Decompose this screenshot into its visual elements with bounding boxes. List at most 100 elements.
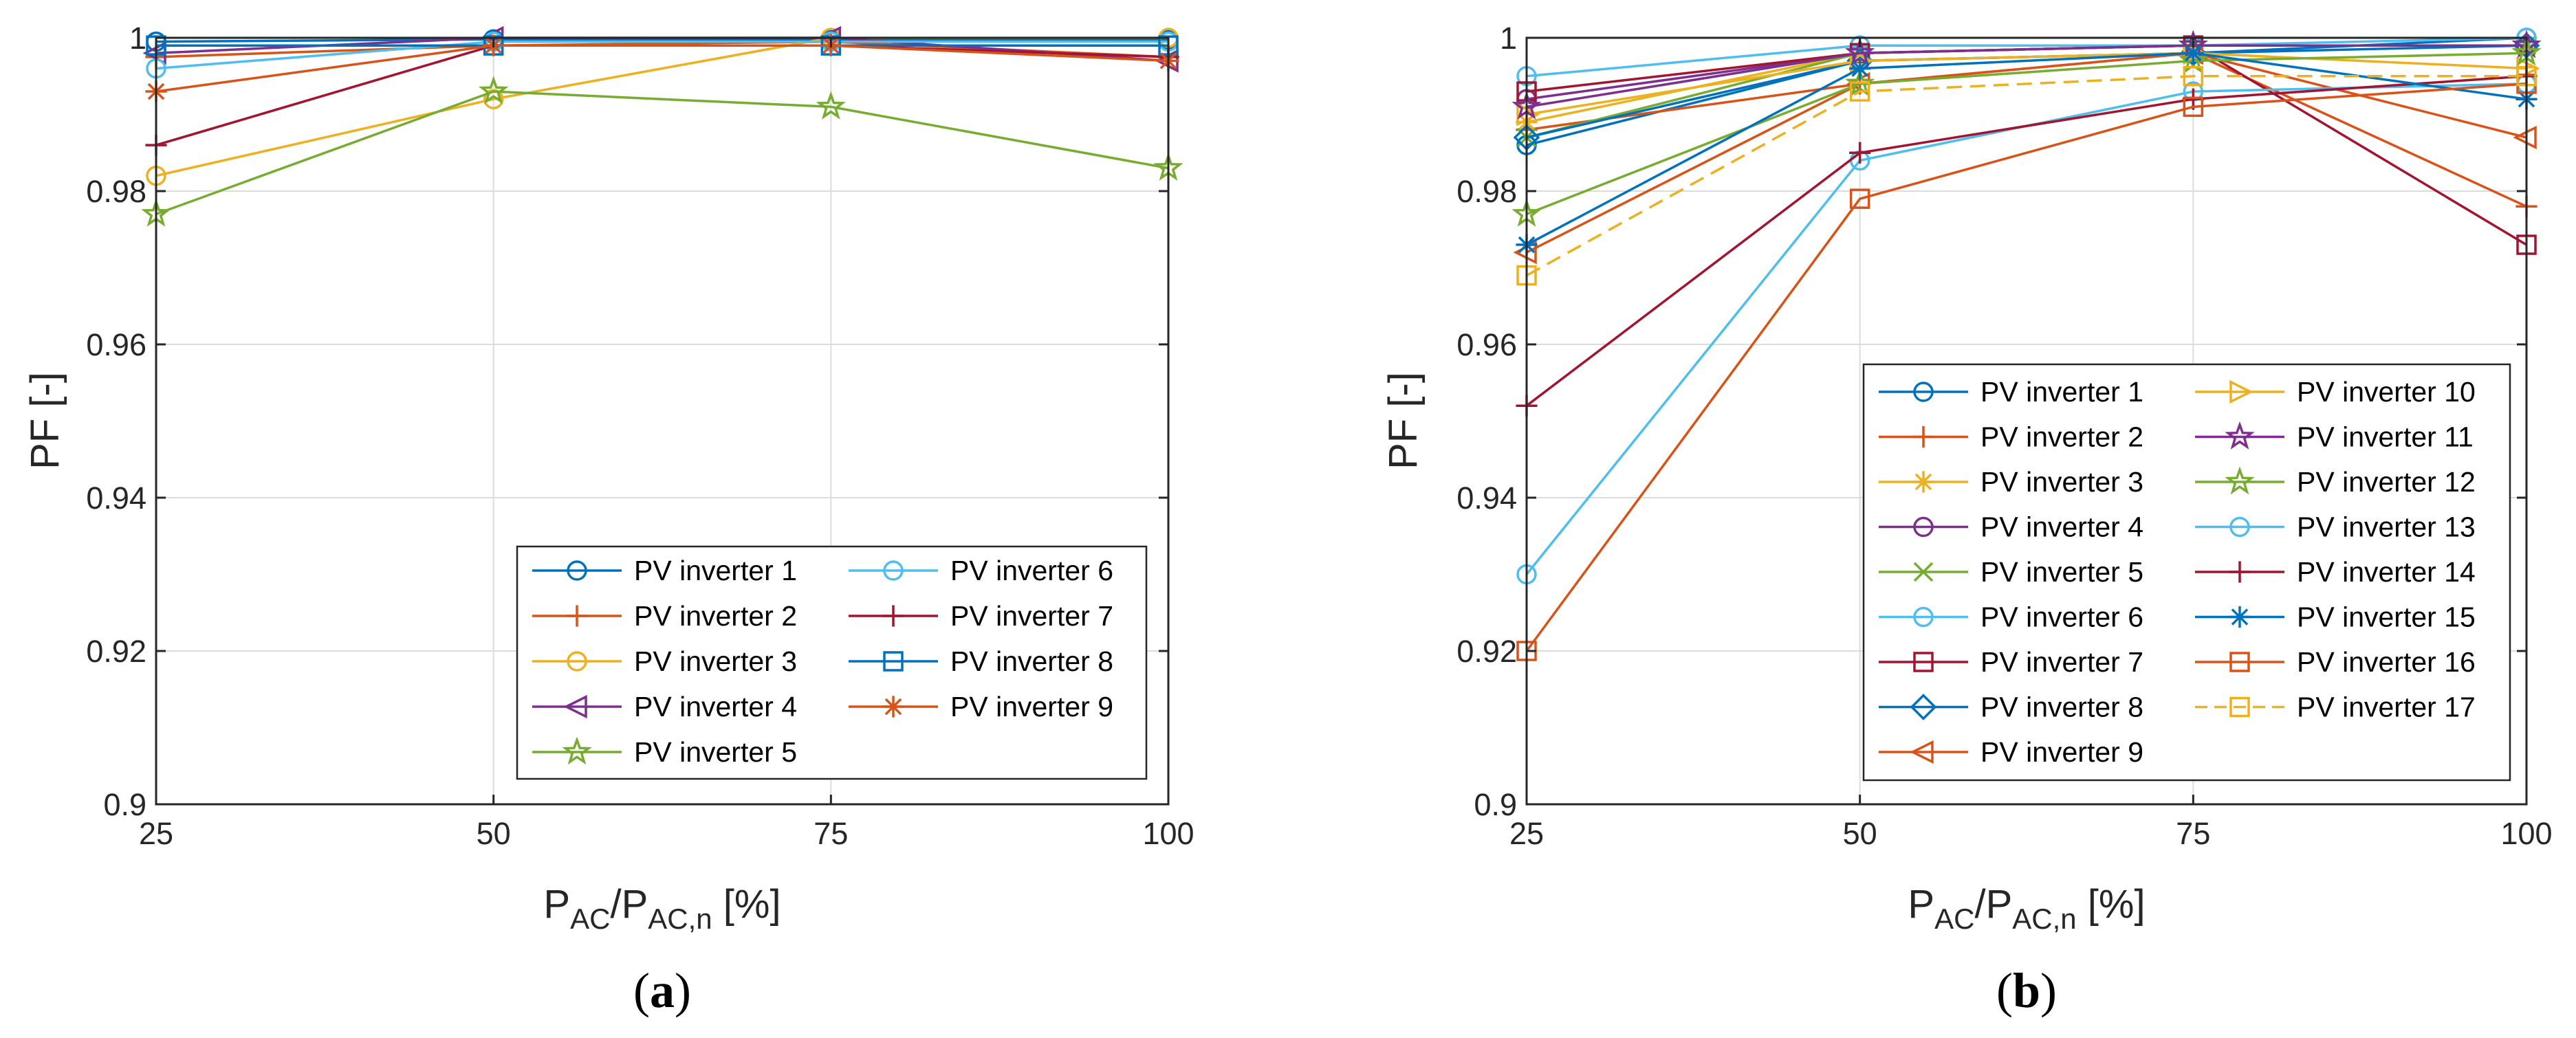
- legend-item: PV inverter 17: [2195, 692, 2476, 723]
- data-point: [2182, 42, 2204, 64]
- legend-item: PV inverter 6: [1879, 601, 2143, 633]
- axes-box-a: [155, 36, 1170, 806]
- legend-item: PV inverter 9: [1879, 736, 2143, 768]
- legend-marker: [883, 651, 904, 672]
- legend-label: PV inverter 2: [1980, 421, 2143, 453]
- legend-label: PV inverter 9: [1980, 736, 2143, 768]
- legend-label: PV inverter 6: [1980, 601, 2143, 633]
- legend-label: PV inverter 4: [634, 691, 797, 722]
- legend-marker: [1912, 471, 1934, 493]
- y-tick-label: 0.9: [103, 787, 146, 822]
- series-line: [1526, 36, 2527, 78]
- data-point: [2183, 96, 2204, 118]
- chart-panel-a: 25 50 75 100 0.9 0.92 0.94 0.96 0.98 1 PF [-] PAC…: [23, 21, 1194, 1018]
- chart-panel-b: 25 50 75 100 0.9 0.92 0.94 0.96 0.98 1 PF [-] PAC…: [1381, 21, 2553, 1018]
- data-point: [2183, 66, 2204, 87]
- legend-marker: [567, 560, 587, 581]
- legend-item: PV inverter 2: [532, 600, 797, 632]
- legend-a: PV inverter 1 PV inverter 2 PV inverter 3 P…: [516, 545, 1148, 780]
- legend-marker: [567, 651, 587, 672]
- legend-marker: [2225, 466, 2255, 495]
- x-tick-label: 50: [477, 816, 511, 851]
- series-line: [155, 38, 1168, 43]
- x-tick-label: 75: [814, 816, 848, 851]
- y-tick-label: 0.98: [1456, 174, 1517, 209]
- data-point: [479, 76, 509, 104]
- series-line: [1525, 82, 2527, 652]
- legend-item: PV inverter 15: [2195, 601, 2476, 633]
- legend-marker: [1913, 382, 1934, 402]
- legend-item: PV inverter 16: [2195, 646, 2476, 678]
- legend-marker: [566, 605, 588, 627]
- legend-box: [516, 545, 1148, 780]
- series-line: [1525, 75, 2527, 407]
- series-line: [155, 90, 1169, 216]
- legend-item: PV inverter 7: [849, 600, 1113, 632]
- x-tick-label: 100: [1142, 816, 1194, 851]
- y-tick-label: 0.92: [1456, 634, 1517, 669]
- legend-item: PV inverter 4: [532, 691, 797, 722]
- legend-marker: [1913, 562, 1934, 582]
- legend-label: PV inverter 15: [2297, 601, 2476, 633]
- legend-marker: [883, 560, 904, 581]
- legend-marker: [1913, 516, 1934, 538]
- legend-label: PV inverter 4: [1980, 511, 2143, 543]
- y-tick-label: 1: [1500, 21, 1517, 56]
- legend-item: PV inverter 1: [532, 555, 797, 586]
- legend-item: PV inverter 7: [1879, 646, 2143, 678]
- series-line: [1526, 75, 2526, 277]
- legend-item: PV inverter 10: [2195, 376, 2476, 408]
- legend-item: PV inverter 11: [2195, 421, 2474, 453]
- legend-label: PV inverter 3: [1980, 466, 2143, 498]
- legend-label: PV inverter 16: [2297, 646, 2476, 678]
- legend-marker: [1910, 740, 1934, 764]
- series-line: [1526, 52, 2527, 216]
- legend-label: PV inverter 14: [2297, 556, 2476, 588]
- y-tick-label: 0.98: [86, 174, 146, 209]
- legend-label: PV inverter 5: [634, 736, 797, 768]
- data-point: [1849, 81, 1870, 102]
- legend-label: PV inverter 7: [950, 600, 1113, 632]
- data-point: [1849, 188, 1870, 209]
- legend-marker: [1913, 652, 1934, 672]
- legend-marker: [2229, 696, 2250, 718]
- x-axis-label-b: PAC/PAC,n [%]: [1908, 882, 2145, 935]
- legend-marker: [882, 605, 904, 627]
- legend-marker: [563, 694, 587, 719]
- legend-label: PV inverter 12: [2297, 466, 2476, 498]
- legend-label: PV inverter 8: [950, 645, 1113, 677]
- legend-marker: [1913, 606, 1934, 628]
- y-tick-label: 0.9: [1474, 787, 1517, 822]
- tick-marks-a: [155, 36, 1170, 806]
- legend-label: PV inverter 7: [1980, 646, 2143, 678]
- x-tick-label: 25: [139, 816, 173, 851]
- legend-item: PV inverter 5: [1879, 556, 2143, 588]
- tick-marks-b: [1525, 36, 2528, 806]
- legend-label: PV inverter 11: [2297, 421, 2474, 453]
- legend-marker: [2229, 561, 2251, 583]
- axes-box-b: [1525, 36, 2528, 806]
- series-line: [1526, 52, 2527, 116]
- legend-item: PV inverter 12: [2195, 466, 2476, 498]
- y-tick-label: 0.96: [1456, 327, 1517, 362]
- tick-labels-b: 25 50 75 100 0.9 0.92 0.94 0.96 0.98 1: [1456, 21, 2552, 851]
- legend-label: PV inverter 5: [1980, 556, 2143, 588]
- legend-label: PV inverter 1: [634, 555, 797, 586]
- tick-labels-a: 25 50 75 100 0.9 0.92 0.94 0.96 0.98 1: [86, 21, 1194, 851]
- y-tick-label: 1: [129, 21, 146, 56]
- data-point: [816, 91, 846, 120]
- legend-label: PV inverter 8: [1980, 692, 2143, 723]
- legend-label: PV inverter 6: [950, 555, 1113, 586]
- legend-marker: [1912, 426, 1934, 448]
- data-point: [1849, 142, 1871, 164]
- y-tick-label: 0.92: [86, 634, 146, 669]
- legend-marker: [2225, 421, 2255, 450]
- data-point: [483, 89, 504, 109]
- x-axis-label-a: PAC/PAC,n [%]: [543, 882, 781, 935]
- legend-label: PV inverter 9: [950, 691, 1113, 722]
- y-axis-label-b: PF [-]: [1381, 372, 1426, 470]
- legend-marker: [2229, 379, 2253, 404]
- y-tick-label: 0.94: [86, 481, 146, 516]
- legend-item: PV inverter 13: [2195, 511, 2476, 543]
